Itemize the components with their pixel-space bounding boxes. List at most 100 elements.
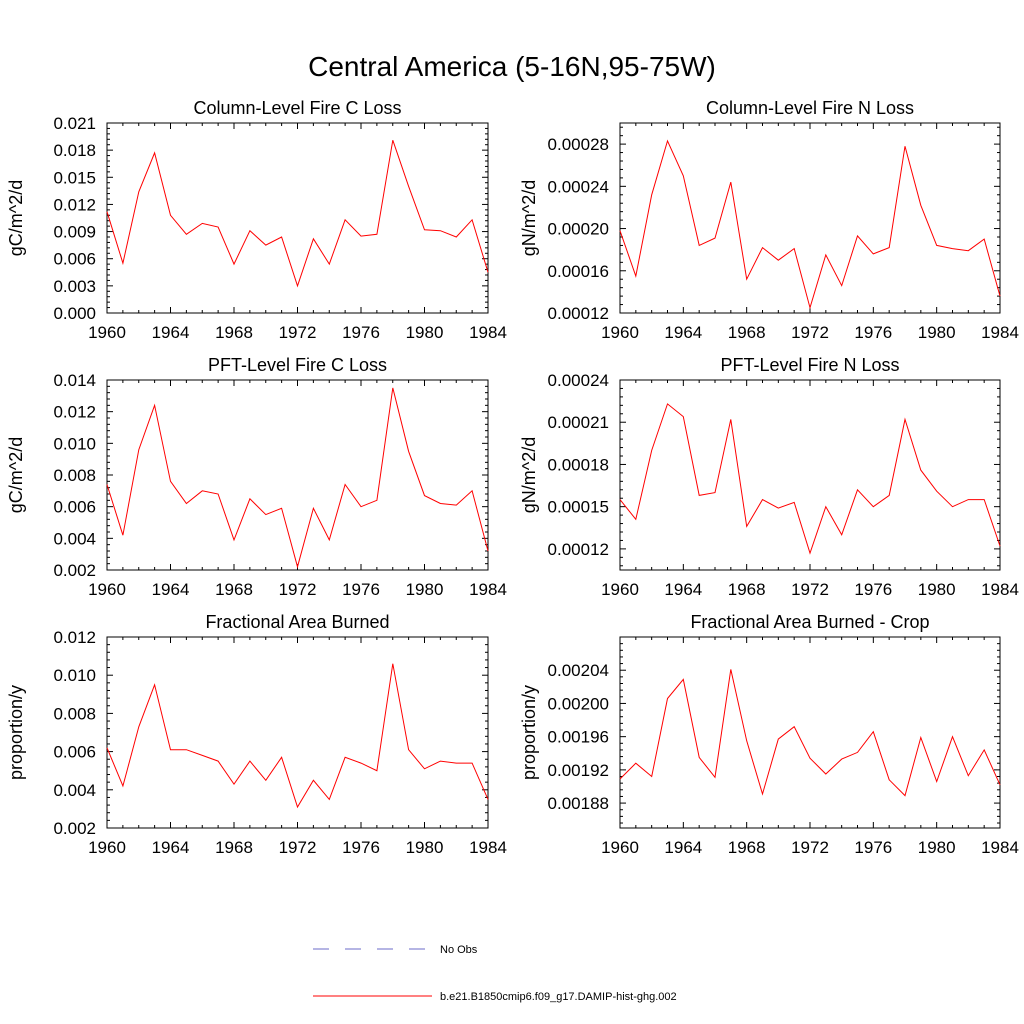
series-line	[106, 663, 489, 809]
y-tick-label: 0.014	[53, 371, 96, 390]
panel-title: PFT-Level Fire N Loss	[720, 355, 899, 375]
y-tick-label: 0.018	[53, 141, 96, 160]
panel-title: PFT-Level Fire C Loss	[208, 355, 387, 375]
y-tick-label: 0.006	[53, 743, 96, 762]
x-tick-label: 1960	[601, 580, 639, 599]
y-tick-label: 0.002	[53, 561, 96, 580]
y-tick-label: 0.00024	[548, 371, 609, 390]
panel-pft-n-loss: PFT-Level Fire N Loss gN/m^2/d 1960 1964 196…	[519, 355, 1019, 599]
y-tick-label: 0.010	[53, 666, 96, 685]
y-tick-label: 0.012	[53, 403, 96, 422]
panel-area-burned: Fractional Area Burned proportion/y 1960 19…	[6, 612, 507, 857]
x-tick-label: 1984	[469, 323, 507, 342]
y-tick-label: 0.012	[53, 628, 96, 647]
y-tick-label: 0.00192	[548, 761, 609, 780]
y-tick-label: 0.008	[53, 704, 96, 723]
x-tick-label: 1968	[215, 323, 253, 342]
y-tick-label: 0.010	[53, 434, 96, 453]
x-tick-label: 1972	[279, 580, 317, 599]
legend: No Obs b.e21.B1850cmip6.f09_g17.DAMIP-hi…	[313, 944, 677, 1003]
y-tick-label: 0.004	[53, 529, 96, 548]
y-tick-label: 0.00028	[548, 135, 609, 154]
x-tick-label: 1980	[918, 838, 956, 857]
y-tick-label: 0.000	[53, 304, 96, 323]
x-tick-label: 1980	[406, 580, 444, 599]
y-tick-label: 0.003	[53, 277, 96, 296]
panel-column-c-loss: Column-Level Fire C Loss gC/m^2/d 1960 1964…	[6, 98, 507, 342]
y-tick-label: 0.008	[53, 466, 96, 485]
panel-title: Fractional Area Burned	[205, 612, 389, 632]
x-tick-label: 1968	[728, 323, 766, 342]
x-tick-label: 1964	[664, 323, 702, 342]
legend-entry-model-run: b.e21.B1850cmip6.f09_g17.DAMIP-hist-ghg.…	[313, 991, 677, 1003]
y-tick-label: 0.00012	[548, 540, 609, 559]
x-tick-label: 1960	[601, 323, 639, 342]
x-tick-label: 1980	[406, 323, 444, 342]
y-tick-label: 0.00018	[548, 455, 609, 474]
x-tick-label: 1972	[791, 580, 829, 599]
plot-frame	[106, 379, 489, 571]
plot-frame	[619, 122, 1001, 314]
x-tick-label: 1976	[342, 323, 380, 342]
y-tick-label: 0.00015	[548, 498, 609, 517]
y-tick-label: 0.009	[53, 223, 96, 242]
y-tick-label: 0.015	[53, 168, 96, 187]
y-tick-label: 0.00016	[548, 262, 609, 281]
y-axis-label: gN/m^2/d	[519, 437, 539, 513]
y-axis-label: proportion/y	[519, 685, 539, 780]
y-tick-label: 0.006	[53, 250, 96, 269]
series-line	[619, 403, 1001, 555]
panel-area-burned-crop: Fractional Area Burned - Crop proportion/…	[519, 612, 1019, 857]
y-axis-label: gN/m^2/d	[519, 180, 539, 256]
x-tick-label: 1976	[342, 838, 380, 857]
x-tick-label: 1964	[152, 838, 190, 857]
x-tick-label: 1964	[152, 323, 190, 342]
panels: Column-Level Fire C Loss gC/m^2/d 1960 1964…	[6, 98, 1019, 857]
x-tick-label: 1960	[601, 838, 639, 857]
panel-pft-c-loss: PFT-Level Fire C Loss gC/m^2/d 1960 1964 196…	[6, 355, 507, 599]
legend-label-model-run: b.e21.B1850cmip6.f09_g17.DAMIP-hist-ghg.…	[440, 991, 677, 1003]
x-tick-label: 1976	[854, 838, 892, 857]
x-tick-label: 1976	[342, 580, 380, 599]
x-tick-label: 1968	[215, 580, 253, 599]
x-tick-label: 1980	[918, 323, 956, 342]
x-tick-label: 1960	[88, 838, 126, 857]
x-tick-label: 1984	[981, 580, 1019, 599]
x-tick-label: 1972	[791, 323, 829, 342]
x-tick-label: 1968	[728, 580, 766, 599]
x-tick-label: 1964	[152, 580, 190, 599]
panel-title: Column-Level Fire C Loss	[193, 98, 401, 118]
plot-frame	[619, 636, 1001, 829]
y-tick-label: 0.004	[53, 781, 96, 800]
y-tick-label: 0.00024	[548, 177, 609, 196]
y-tick-label: 0.00204	[548, 661, 609, 680]
y-tick-label: 0.00200	[548, 694, 609, 713]
x-tick-label: 1972	[279, 323, 317, 342]
y-tick-label: 0.00188	[548, 794, 609, 813]
legend-entry-no-obs: No Obs	[313, 944, 478, 956]
x-tick-label: 1984	[981, 838, 1019, 857]
x-tick-label: 1984	[981, 323, 1019, 342]
x-tick-label: 1960	[88, 580, 126, 599]
y-tick-label: 0.012	[53, 195, 96, 214]
x-tick-label: 1960	[88, 323, 126, 342]
y-tick-label: 0.00020	[548, 220, 609, 239]
y-axis-label: gC/m^2/d	[6, 437, 26, 513]
series-line	[106, 140, 489, 288]
x-tick-label: 1984	[469, 838, 507, 857]
legend-label-no-obs: No Obs	[440, 944, 478, 956]
x-tick-label: 1964	[664, 838, 702, 857]
x-tick-label: 1984	[469, 580, 507, 599]
y-tick-label: 0.00012	[548, 304, 609, 323]
x-tick-label: 1976	[854, 323, 892, 342]
x-tick-label: 1980	[406, 838, 444, 857]
panel-title: Fractional Area Burned - Crop	[690, 612, 929, 632]
y-tick-label: 0.00021	[548, 413, 609, 432]
series-line	[619, 139, 1001, 310]
y-tick-label: 0.021	[53, 114, 96, 133]
series-line	[106, 387, 489, 569]
plot-frame	[619, 379, 1001, 571]
y-axis-label: gC/m^2/d	[6, 180, 26, 256]
panel-title: Column-Level Fire N Loss	[706, 98, 914, 118]
